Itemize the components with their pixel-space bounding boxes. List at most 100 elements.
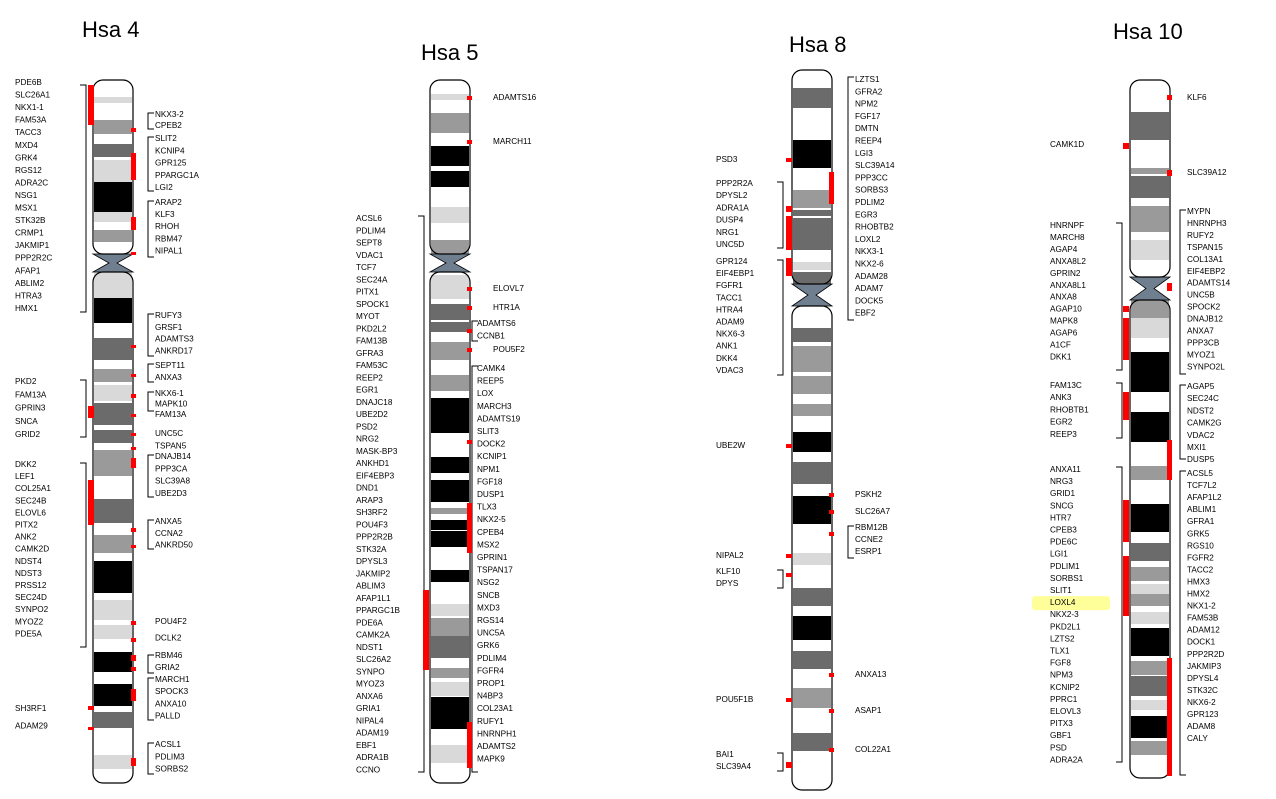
gene-label: ABLIM1 — [1187, 505, 1217, 514]
gene-label: PDLIM4 — [356, 226, 386, 235]
hsa8-band — [793, 496, 831, 524]
gene-label: ANK2 — [15, 533, 37, 542]
hsa10-marker — [1123, 500, 1129, 542]
hsa5-band — [431, 745, 469, 763]
gene-label: UNC5C — [155, 429, 183, 438]
gene-label: ADRA1B — [356, 753, 389, 762]
hsa8-band — [793, 651, 831, 669]
gene-label: FAM53B — [1187, 614, 1219, 623]
gene-label: SNCG — [1050, 501, 1074, 510]
gene-label: NPM1 — [477, 465, 500, 474]
hsa8-marker — [829, 172, 834, 204]
hsa10-band — [1131, 168, 1169, 174]
hsa4-band — [94, 450, 132, 476]
hsa10-marker — [1167, 283, 1172, 291]
hsa8-marker — [786, 444, 792, 448]
gene-label: CCNA2 — [155, 529, 183, 538]
hsa8-group: Hsa 8 LZTS1 GFRA2 NPM2 FGF17 DMTN REEP4 LGI3 SLC… — [716, 32, 895, 791]
gene-label: FGF18 — [477, 477, 503, 486]
hsa10-band — [1131, 112, 1169, 140]
gene-label: SLIT3 — [477, 427, 499, 436]
hsa5-band — [431, 668, 469, 678]
hsa10-bracket — [1179, 470, 1186, 776]
gene-label: REEP3 — [1050, 430, 1077, 439]
hsa4-marker — [131, 621, 136, 625]
gene-label: ANK1 — [716, 342, 738, 351]
gene-label: EGR3 — [855, 210, 878, 219]
hsa5-marker — [467, 140, 472, 144]
hsa4-marker — [131, 655, 136, 661]
gene-label: ANXA8L1 — [1050, 281, 1086, 290]
gene-label: MYOT — [356, 312, 380, 321]
gene-label: EBF2 — [855, 309, 876, 318]
hsa8-title: Hsa 8 — [789, 32, 846, 57]
gene-label: MSX1 — [15, 204, 38, 213]
gene-label: LOXL4 — [1050, 598, 1076, 607]
hsa5-band — [431, 636, 469, 658]
gene-label: HNRNPH3 — [1187, 219, 1227, 228]
gene-label: PPP3CA — [155, 464, 188, 473]
gene-label: NDST4 — [15, 557, 42, 566]
gene-label: PKD2L2 — [356, 324, 387, 333]
hsa5-band — [431, 682, 469, 696]
gene-label: CAMK1D — [1050, 140, 1084, 149]
gene-label: TCF7L2 — [1187, 481, 1217, 490]
hsa5-marker — [423, 590, 429, 670]
gene-label: JAKMIP1 — [15, 241, 50, 250]
hsa8-band — [793, 272, 831, 284]
hsa5-marker — [467, 348, 472, 352]
gene-label: ACSL1 — [155, 740, 181, 749]
hsa4-marker — [88, 406, 94, 418]
gene-label: PITX2 — [15, 521, 38, 530]
gene-label: ESRP1 — [855, 547, 882, 556]
hsa4-group: Hsa 4 PDE6B SLC26A1 NKX1-1 FAM53A TACC3 MXD4 GR… — [15, 17, 200, 784]
gene-label: CALY — [1187, 734, 1208, 743]
gene-label: JAKMIP3 — [1187, 662, 1222, 671]
gene-label: UBE2D2 — [356, 410, 388, 419]
gene-label: LZTS1 — [855, 75, 880, 84]
gene-label: KCNIP2 — [1050, 683, 1080, 692]
gene-label: SLC39A12 — [1187, 168, 1227, 177]
gene-label: ADAMTS19 — [477, 414, 521, 423]
hsa8-band — [793, 140, 831, 168]
gene-label: SEC24B — [15, 496, 47, 505]
gene-label: PPARGC1A — [155, 171, 200, 180]
gene-label: SH3RF1 — [15, 704, 47, 713]
gene-label: ADRA1A — [716, 203, 749, 212]
gene-label: KCNIP1 — [477, 452, 507, 461]
gene-label: NKX6-3 — [716, 330, 745, 339]
gene-label: SEC24D — [15, 593, 47, 602]
hsa10-band — [1131, 594, 1169, 606]
gene-highlight — [1032, 596, 1110, 611]
hsa4-marker — [131, 128, 136, 132]
gene-label: KLF3 — [155, 210, 175, 219]
gene-label: ADAM12 — [1187, 626, 1220, 635]
hsa5-band — [431, 240, 469, 254]
gene-label: LGI2 — [155, 183, 173, 192]
gene-label: SLC26A1 — [15, 91, 50, 100]
gene-label: RHOH — [155, 222, 179, 231]
hsa5-band — [431, 304, 469, 320]
gene-label: AGAP4 — [1050, 245, 1078, 254]
gene-label: AFAP1L1 — [356, 594, 391, 603]
gene-label: GRK6 — [477, 641, 500, 650]
gene-label: FAM13A — [155, 410, 187, 419]
hsa8-band — [793, 404, 831, 416]
gene-label: AFAP1 — [15, 266, 41, 275]
hsa10-band — [1131, 676, 1169, 696]
hsa4-band — [94, 625, 132, 639]
gene-label: ADAM19 — [356, 729, 389, 738]
gene-label: CAMK2A — [356, 631, 390, 640]
hsa4-marker — [131, 545, 136, 548]
gene-label: NRG3 — [1050, 477, 1073, 486]
hsa4-bracket — [147, 363, 154, 383]
hsa5-centromere — [428, 253, 472, 273]
gene-label: REEP4 — [855, 137, 882, 146]
gene-label: COL25A1 — [15, 484, 51, 493]
gene-label: UBE2W — [716, 441, 745, 450]
gene-label: PDLIM4 — [477, 654, 507, 663]
gene-label: MARCH1 — [155, 675, 190, 684]
hsa5-band — [431, 94, 469, 100]
hsa10-band — [1131, 176, 1169, 198]
